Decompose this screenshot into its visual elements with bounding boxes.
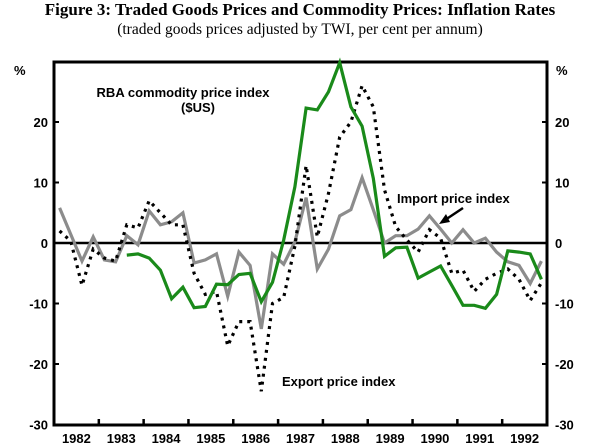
annotation-import-arrowhead xyxy=(439,214,450,224)
y-tick-label-left: -30 xyxy=(29,418,48,433)
series-line-import-price-index xyxy=(58,172,543,330)
y-axis-unit-right: % xyxy=(556,63,568,78)
annotation-export: Export price index xyxy=(282,374,396,389)
x-tick-label: 1991 xyxy=(465,431,494,446)
x-tick-label: 1989 xyxy=(376,431,405,446)
y-tick-label-left: 10 xyxy=(34,176,48,191)
y-tick-label-right: 0 xyxy=(555,236,562,251)
axes: -30 -30 -20 -20 -10 -10 0 0 10 10 20 20 1982 1983 1984… xyxy=(29,60,574,446)
annotation-commodity-line2: ($US) xyxy=(181,100,215,115)
x-tick-label: 1983 xyxy=(107,431,136,446)
x-tick-label: 1988 xyxy=(331,431,360,446)
y-tick-label-left: -20 xyxy=(29,357,48,372)
series-line-rba-commodity-price-index-us xyxy=(126,57,543,311)
annotation-import: Import price index xyxy=(397,191,510,206)
y-tick-label-right: 10 xyxy=(555,176,569,191)
x-tick-label: 1982 xyxy=(62,431,91,446)
y-tick-label-left: 20 xyxy=(34,115,48,130)
x-tick-label: 1990 xyxy=(420,431,449,446)
chart-title: Figure 3: Traded Goods Prices and Commod… xyxy=(44,0,556,19)
series-group xyxy=(58,57,543,392)
chart-subtitle: (traded goods prices adjusted by TWI, pe… xyxy=(117,21,483,38)
y-tick-label-right: -20 xyxy=(555,357,574,372)
y-tick-label-right: -30 xyxy=(555,418,574,433)
x-tick-label: 1992 xyxy=(510,431,539,446)
y-tick-label-left: 0 xyxy=(41,236,48,251)
x-tick-label: 1984 xyxy=(152,431,182,446)
y-tick-label-left: -10 xyxy=(29,297,48,312)
annotation-commodity-line1: RBA commodity price index xyxy=(97,85,271,100)
y-axis-unit-left: % xyxy=(14,63,26,78)
y-tick-label-right: -10 xyxy=(555,297,574,312)
x-tick-label: 1987 xyxy=(286,431,315,446)
x-tick-label: 1986 xyxy=(241,431,270,446)
x-tick-label: 1985 xyxy=(196,431,225,446)
y-tick-label-right: 20 xyxy=(555,115,569,130)
plot-frame xyxy=(52,60,549,427)
